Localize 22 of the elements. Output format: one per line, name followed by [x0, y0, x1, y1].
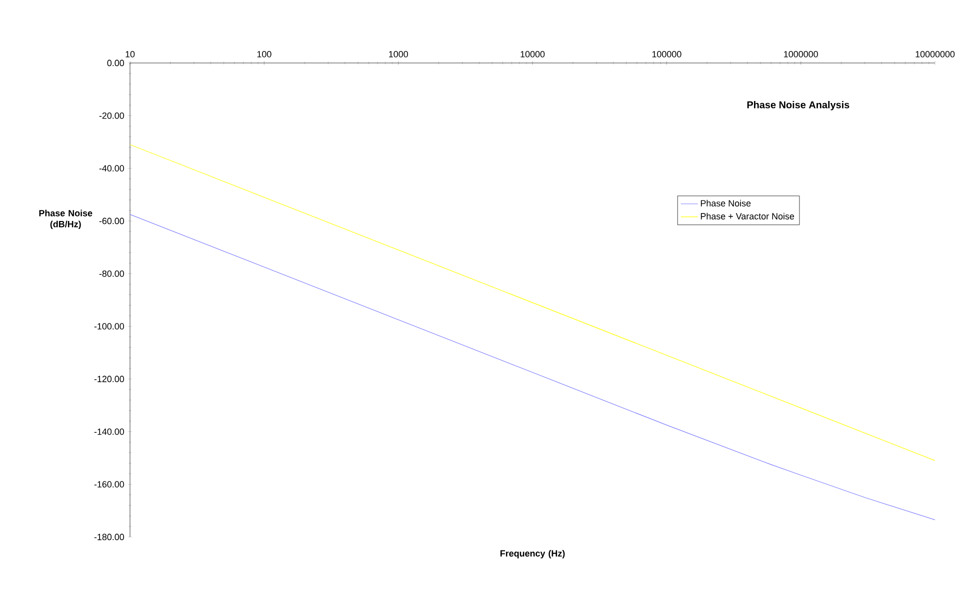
legend-label: Phase + Varactor Noise [700, 212, 794, 220]
y-tick-label: -20.00 [99, 112, 124, 119]
x-tick-label: 10 [126, 50, 135, 58]
y-tick-label: 0.00 [107, 60, 124, 66]
y-tick-label: -120.00 [94, 376, 124, 382]
y-tick-label: -140.00 [94, 428, 124, 435]
x-tick-label: 100 [257, 50, 272, 58]
y-tick-label: -80.00 [99, 270, 124, 277]
y-tick-label: -160.00 [94, 481, 124, 488]
y-tick-label: -180.00 [94, 534, 124, 540]
x-tick-label: 10000000 [916, 50, 955, 58]
x-tick-label: 1000 [389, 50, 408, 58]
legend-label: Phase Noise [700, 200, 751, 206]
y-tick-label: -60.00 [99, 218, 124, 224]
x-tick-label: 1000000 [784, 50, 818, 58]
x-axis-title: Frequency (Hz) [500, 550, 565, 558]
x-tick-label: 10000 [520, 50, 545, 58]
y-axis-title: Phase Noise (dB/Hz) [39, 210, 92, 230]
x-tick-label: 100000 [652, 50, 682, 58]
text: Phase Noise Analysis [747, 101, 850, 110]
y-tick-label: -100.00 [94, 323, 124, 330]
y-tick-label: -40.00 [99, 165, 124, 172]
